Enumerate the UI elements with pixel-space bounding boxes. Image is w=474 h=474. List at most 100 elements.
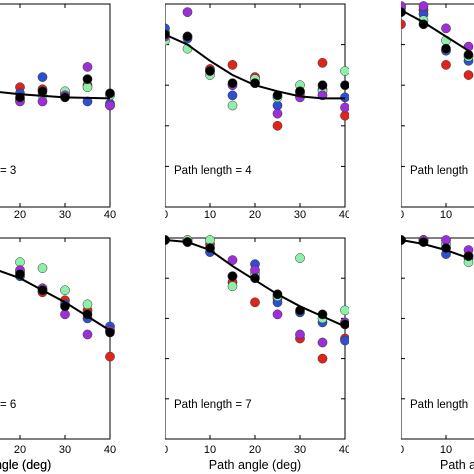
data-point-purple [82,329,93,340]
data-point-green [295,253,305,263]
y-tick-label: 0.4 [381,121,396,133]
fit-curve [0,91,111,100]
data-point-red [227,60,238,70]
x-tick-label: 30 [294,209,306,221]
x-tick-label: 20 [249,209,261,221]
x-tick-label: 40 [104,209,116,221]
panel-label: = 6 [0,399,16,411]
data-point-blue [37,72,48,82]
x-tick-label: 40 [339,209,351,221]
data-point-purple [82,62,93,72]
data-point-red [340,110,349,121]
data-point-black [165,29,170,40]
data-point-red [463,70,474,80]
panel-1: 20 30 40 [0,3,116,221]
data-point-black [205,66,215,76]
panel-5: 0 10 20 30 40 0 0.2 0.4 0.6 0.8 1 [145,233,351,456]
y-tick-label: 0.2 [381,394,396,406]
fit-curve [165,33,345,100]
y-tick-label: 0.6 [145,80,160,92]
data-point-black [37,86,48,97]
data-point-green [82,82,93,93]
y-tick-label: 0.4 [145,354,160,366]
data-point-blue [272,100,283,111]
data-point-black [463,49,474,60]
panel-4: 20 30 40 [0,237,116,456]
data-point-red [105,351,115,362]
data-point-red [401,19,406,30]
y-tick-label: 0 [390,434,396,446]
data-point-black [227,78,238,89]
y-tick-label: 0.8 [145,273,160,285]
data-point-purple [418,1,429,11]
x-tick-label: 0 [162,209,168,221]
panel-3: 0 10 0 0.2 0.4 0.6 0.8 1 [381,0,474,221]
y-tick-label: 0.2 [145,394,160,406]
data-point-green [340,305,349,316]
x-tick-label: 30 [59,444,71,456]
y-tick-label: 1 [154,0,160,11]
x-tick-label: 0 [398,444,404,456]
data-point-red [272,120,283,131]
y-tick-label: 0.2 [145,161,160,173]
x-tick-label: 0 [398,209,404,221]
data-point-purple [182,7,193,17]
data-point-purple [227,255,238,265]
y-tick-label: 0 [390,202,396,214]
x-tick-label: 40 [339,444,351,456]
fit-curve [401,9,470,52]
x-tick-label: 40 [104,444,116,456]
data-point-purple [272,108,283,119]
y-tick-label: 0.6 [145,313,160,325]
x-axis-label: Path angle (deg) [209,458,301,472]
x-tick-label: 20 [14,209,26,221]
fit-curve [0,269,111,332]
y-tick-label: 0.6 [381,313,396,325]
data-point-blue [227,90,238,101]
data-point-black [105,88,115,99]
x-tick-label: 10 [440,209,452,221]
y-tick-label: 1 [390,0,396,11]
data-point-green [227,100,238,111]
y-tick-label: 0.2 [381,161,396,173]
y-tick-label: 1 [390,233,396,245]
data-point-black [295,86,305,97]
y-tick-label: 0.8 [145,40,160,52]
data-point-green [340,66,349,76]
data-point-purple [37,96,48,107]
x-tick-label: 30 [59,209,71,221]
data-point-purple [105,100,115,111]
y-tick-label: 0.4 [145,121,160,133]
data-point-black [82,74,93,84]
data-point-red [441,60,451,70]
x-tick-label: 0 [162,444,168,456]
fit-curve [401,239,469,260]
data-point-black [182,31,193,42]
panel-label: Path length [410,165,468,177]
data-point-blue [82,96,93,107]
panel-6: 0 10 0 0.2 0.4 0.6 0.8 1 [381,233,474,456]
y-tick-label: 1 [154,233,160,245]
data-point-purple [272,309,283,320]
y-tick-label: 0.6 [381,80,396,92]
data-point-black [441,43,451,54]
y-tick-label: 0 [154,434,160,446]
x-axis-label: angle (deg) [0,458,51,472]
data-point-red [317,58,328,68]
data-point-green [82,299,93,310]
data-point-red [250,297,260,308]
y-tick-label: 0.8 [381,273,396,285]
panel-label: Path length = 4 [174,165,252,177]
data-point-green [60,285,70,296]
data-point-black [317,80,328,91]
data-point-purple [295,329,305,340]
fit-curve [165,239,346,328]
x-tick-label: 10 [440,444,452,456]
data-point-black [227,271,238,282]
panel-label: Path length [410,399,468,411]
x-tick-label: 20 [249,444,261,456]
data-point-purple [317,337,328,348]
axes-box [0,3,111,208]
data-point-green [37,263,48,273]
